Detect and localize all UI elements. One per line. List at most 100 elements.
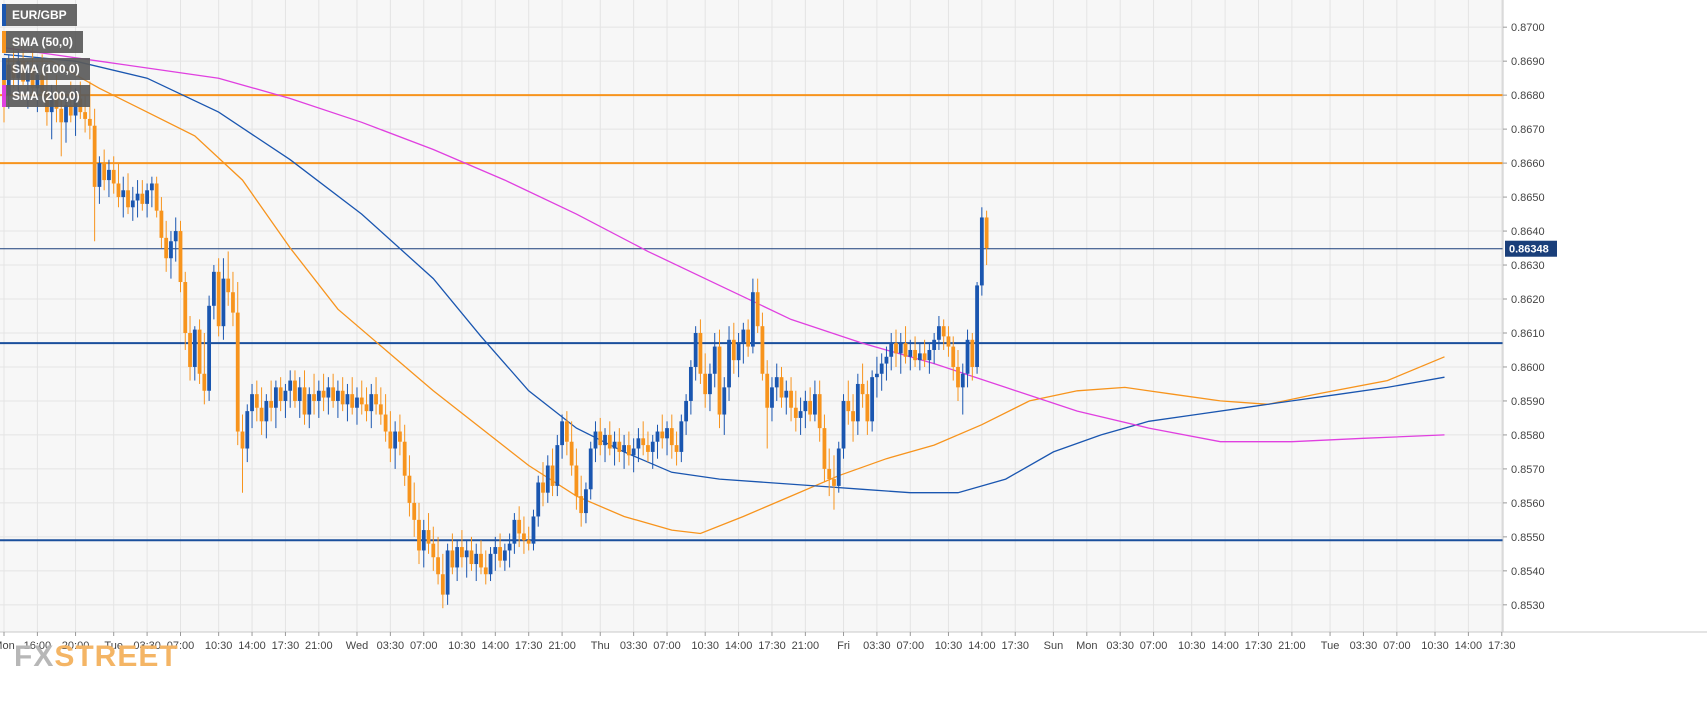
candle-body[interactable] — [789, 390, 793, 408]
candle-body[interactable] — [512, 519, 517, 544]
candle-body[interactable] — [469, 550, 474, 565]
candle-body[interactable] — [488, 553, 493, 575]
candle-body[interactable] — [908, 349, 913, 357]
candle-body[interactable] — [708, 373, 712, 395]
candle-body[interactable] — [808, 400, 813, 415]
candle-body[interactable] — [278, 387, 283, 401]
candle-body[interactable] — [536, 482, 541, 517]
candle-body[interactable] — [407, 475, 412, 503]
candle-body[interactable] — [345, 394, 350, 405]
candle-body[interactable] — [445, 550, 450, 595]
candle-body[interactable] — [302, 387, 307, 415]
candle-body[interactable] — [870, 377, 875, 422]
candle-body[interactable] — [641, 438, 646, 446]
candle-body[interactable] — [898, 343, 903, 354]
candle-body[interactable] — [197, 329, 202, 374]
candle-body[interactable] — [779, 377, 784, 398]
candle-body[interactable] — [40, 74, 45, 92]
candle-body[interactable] — [731, 339, 736, 361]
candle-body[interactable] — [102, 163, 107, 181]
candle-body[interactable] — [750, 292, 755, 347]
candle-body[interactable] — [412, 502, 417, 520]
candle-body[interactable] — [646, 445, 650, 452]
candle-body[interactable] — [688, 366, 693, 401]
candle-body[interactable] — [173, 231, 178, 242]
candle-body[interactable] — [207, 305, 212, 391]
candle-body[interactable] — [927, 349, 932, 361]
candle-body[interactable] — [288, 380, 293, 391]
candle-body[interactable] — [665, 428, 669, 439]
candle-body[interactable] — [183, 282, 188, 333]
candle-body[interactable] — [307, 394, 312, 415]
candle-body[interactable] — [784, 390, 789, 398]
candle-body[interactable] — [273, 387, 278, 408]
candle-body[interactable] — [383, 414, 388, 432]
candle-body[interactable] — [622, 445, 626, 452]
candle-body[interactable] — [913, 349, 917, 361]
legend-item-symbol[interactable]: EUR/GBP — [2, 4, 90, 26]
candle-body[interactable] — [760, 326, 765, 374]
candle-body[interactable] — [502, 550, 507, 561]
candle-body[interactable] — [712, 346, 717, 374]
candle-body[interactable] — [321, 390, 326, 398]
candle-body[interactable] — [979, 217, 984, 286]
candle-body[interactable] — [684, 400, 689, 422]
candle-body[interactable] — [192, 329, 197, 367]
candle-body[interactable] — [455, 547, 460, 568]
candle-body[interactable] — [937, 326, 941, 340]
candle-body[interactable] — [746, 329, 751, 347]
candle-body[interactable] — [765, 373, 770, 408]
candle-body[interactable] — [121, 190, 126, 198]
candle-body[interactable] — [574, 465, 579, 497]
candle-body[interactable] — [483, 567, 488, 575]
candle-body[interactable] — [865, 394, 870, 422]
moving-average-line[interactable] — [3, 46, 1445, 443]
candle-body[interactable] — [202, 373, 207, 391]
candle-body[interactable] — [894, 343, 898, 354]
candle-body[interactable] — [421, 530, 426, 551]
candle-body[interactable] — [221, 278, 226, 327]
candle-body[interactable] — [126, 190, 130, 208]
candle-body[interactable] — [116, 183, 121, 198]
candle-body[interactable] — [188, 332, 192, 367]
candle-body[interactable] — [159, 210, 164, 238]
candle-body[interactable] — [774, 377, 779, 388]
candle-body[interactable] — [111, 169, 116, 184]
candle-body[interactable] — [130, 200, 135, 208]
candle-body[interactable] — [169, 241, 173, 259]
candle-body[interactable] — [526, 540, 531, 544]
candle-body[interactable] — [703, 373, 708, 395]
candle-body[interactable] — [679, 421, 684, 452]
candle-body[interactable] — [593, 431, 598, 449]
candle-body[interactable] — [135, 193, 140, 201]
candle-body[interactable] — [636, 438, 641, 449]
candle-body[interactable] — [211, 271, 216, 306]
candle-body[interactable] — [398, 431, 402, 442]
candle-body[interactable] — [431, 543, 436, 558]
candle-body[interactable] — [541, 482, 545, 493]
candle-body[interactable] — [884, 356, 889, 364]
candle-body[interactable] — [226, 278, 231, 293]
candle-body[interactable] — [293, 380, 297, 401]
candle-body[interactable] — [154, 183, 159, 211]
moving-average-line[interactable] — [3, 53, 1445, 494]
candle-body[interactable] — [851, 411, 855, 422]
legend-item-sma-50[interactable]: SMA (50,0) — [2, 31, 90, 53]
candle-body[interactable] — [564, 421, 569, 442]
candle-body[interactable] — [264, 400, 269, 422]
candle-body[interactable] — [793, 407, 798, 418]
candle-body[interactable] — [803, 400, 808, 412]
candle-body[interactable] — [612, 441, 617, 449]
candle-body[interactable] — [73, 98, 78, 116]
candle-body[interactable] — [650, 441, 655, 452]
candle-body[interactable] — [83, 112, 87, 119]
candle-body[interactable] — [87, 118, 92, 126]
candle-body[interactable] — [588, 448, 593, 490]
candle-body[interactable] — [92, 125, 97, 187]
candle-body[interactable] — [269, 400, 274, 408]
candle-body[interactable] — [369, 394, 374, 412]
candle-body[interactable] — [584, 489, 588, 514]
candle-body[interactable] — [693, 332, 698, 367]
